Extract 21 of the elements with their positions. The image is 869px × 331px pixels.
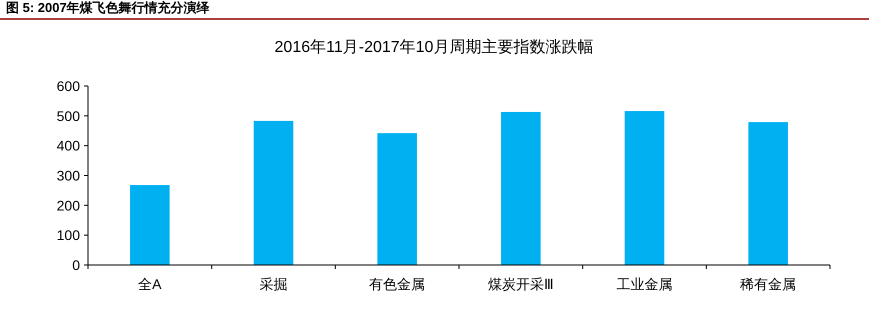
y-tick-label: 300 xyxy=(56,168,80,184)
x-tick-label: 全A xyxy=(138,276,162,292)
x-tick-label: 稀有金属 xyxy=(740,276,796,292)
y-tick-label: 400 xyxy=(56,138,80,154)
bar xyxy=(377,133,417,265)
x-tick-label: 工业金属 xyxy=(616,276,672,292)
bar xyxy=(624,111,664,265)
y-tick-label: 200 xyxy=(56,197,80,214)
bar xyxy=(748,122,788,265)
bar xyxy=(501,112,541,265)
y-tick-label: 500 xyxy=(56,108,80,124)
y-tick-label: 600 xyxy=(56,78,80,94)
y-tick-label: 0 xyxy=(72,257,80,273)
x-tick-label: 煤炭开采Ⅲ xyxy=(488,276,554,292)
bar xyxy=(130,185,170,265)
y-tick-label: 100 xyxy=(56,227,80,244)
x-tick-label: 采掘 xyxy=(260,276,288,292)
bar xyxy=(254,120,294,265)
chart-subtitle: 2016年11月-2017年10月周期主要指数涨跌幅 xyxy=(274,38,594,56)
x-tick-label: 有色金属 xyxy=(369,276,426,292)
chart-title: 图 5: 2007年煤飞色舞行情充分演绎 xyxy=(6,0,211,15)
